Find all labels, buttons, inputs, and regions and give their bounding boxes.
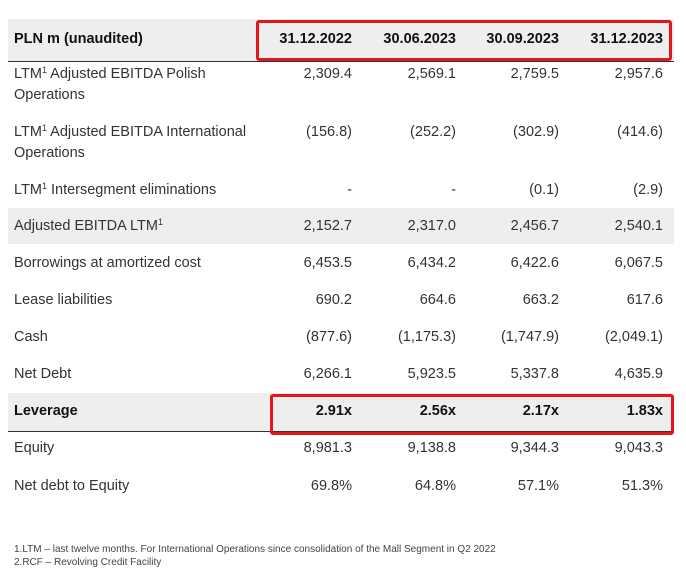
row-value: 9,344.3: [510, 440, 559, 456]
row-label: LTM1 Adjusted EBITDA International Opera…: [14, 123, 247, 162]
table-row: Net Debt 6,266.1 5,923.5 5,337.8 4,635.9: [8, 364, 674, 388]
row-value: 2,317.0: [407, 218, 456, 234]
footnote-2: 2.RCF – Revolving Credit Facility: [14, 557, 162, 568]
row-value: 1.83x: [626, 403, 663, 419]
row-value: (0.1): [529, 182, 559, 198]
row-value: 2,569.1: [407, 66, 456, 82]
table-row: LTM1 Adjusted EBITDA International Opera…: [8, 122, 674, 170]
row-value: 2.91x: [315, 403, 352, 419]
row-label: Lease liabilities: [14, 292, 113, 308]
row-value: (1,747.9): [500, 329, 559, 345]
table-row: LTM1 Intersegment eliminations - - (0.1)…: [8, 180, 674, 204]
row-value: (302.9): [513, 124, 559, 140]
row-label: Equity: [14, 440, 55, 456]
table-row: LTM1 Adjusted EBITDA Polish Operations 2…: [8, 64, 674, 112]
row-value: 9,043.3: [614, 440, 663, 456]
row-value: 6,067.5: [614, 255, 663, 271]
footnote-1: 1.LTM – last twelve months. For Internat…: [14, 544, 496, 555]
leverage-divider: [8, 431, 674, 432]
row-value: (1,175.3): [397, 329, 456, 345]
row-value: 4,635.9: [614, 366, 663, 382]
row-value: 2,759.5: [510, 66, 559, 82]
footnotes: 1.LTM – last twelve months. For Internat…: [14, 543, 496, 569]
row-value: (877.6): [306, 329, 352, 345]
row-value: 51.3%: [621, 478, 663, 494]
row-value: 2,540.1: [614, 218, 663, 234]
row-value: 5,337.8: [510, 366, 559, 382]
row-label: Cash: [14, 329, 48, 345]
row-label: Net debt to Equity: [14, 478, 130, 494]
row-value: 2,309.4: [303, 66, 352, 82]
header-divider: [8, 61, 674, 62]
row-value: 9,138.8: [407, 440, 456, 456]
row-value: 2.17x: [522, 403, 559, 419]
row-value: (414.6): [617, 124, 663, 140]
row-value: 2,152.7: [303, 218, 352, 234]
row-value: 6,422.6: [510, 255, 559, 271]
header-period-4: 31.12.2023: [590, 31, 663, 47]
row-value: 663.2: [522, 292, 559, 308]
row-value: 8,981.3: [303, 440, 352, 456]
row-value: (252.2): [410, 124, 456, 140]
row-label: Net Debt: [14, 366, 72, 382]
row-label: Leverage: [14, 403, 78, 419]
row-value: 690.2: [315, 292, 352, 308]
row-value: 64.8%: [414, 478, 456, 494]
row-value: 6,434.2: [407, 255, 456, 271]
row-value: 6,266.1: [303, 366, 352, 382]
table-row: Adjusted EBITDA LTM1 2,152.7 2,317.0 2,4…: [8, 208, 674, 244]
table-row: Lease liabilities 690.2 664.6 663.2 617.…: [8, 290, 674, 314]
row-value: 617.6: [626, 292, 663, 308]
row-value: 69.8%: [310, 478, 352, 494]
row-value: (2,049.1): [604, 329, 663, 345]
row-label: LTM1 Adjusted EBITDA Polish Operations: [14, 65, 206, 104]
row-value: 664.6: [419, 292, 456, 308]
table-row: Borrowings at amortized cost 6,453.5 6,4…: [8, 253, 674, 277]
row-label: Borrowings at amortized cost: [14, 255, 201, 271]
table-row: Cash (877.6) (1,175.3) (1,747.9) (2,049.…: [8, 327, 674, 351]
row-value: 5,923.5: [407, 366, 456, 382]
row-value: -: [451, 182, 456, 198]
header-period-2: 30.06.2023: [383, 31, 456, 47]
row-label: Adjusted EBITDA LTM1: [14, 217, 163, 235]
table-row: Equity 8,981.3 9,138.8 9,344.3 9,043.3: [8, 438, 674, 462]
row-value: 2,957.6: [614, 66, 663, 82]
row-value: (156.8): [306, 124, 352, 140]
header-period-1: 31.12.2022: [279, 31, 352, 47]
row-value: -: [347, 182, 352, 198]
header-label: PLN m (unaudited): [14, 31, 143, 47]
row-label: LTM1 Intersegment eliminations: [14, 181, 217, 199]
row-value: 2,456.7: [510, 218, 559, 234]
row-value: (2.9): [633, 182, 663, 198]
table-header-row: PLN m (unaudited) 31.12.2022 30.06.2023 …: [8, 19, 674, 61]
leverage-row: Leverage 2.91x 2.56x 2.17x 1.83x: [8, 393, 674, 431]
header-period-3: 30.09.2023: [486, 31, 559, 47]
row-value: 2.56x: [419, 403, 456, 419]
table-row: Net debt to Equity 69.8% 64.8% 57.1% 51.…: [8, 476, 674, 500]
row-value: 6,453.5: [303, 255, 352, 271]
row-value: 57.1%: [517, 478, 559, 494]
